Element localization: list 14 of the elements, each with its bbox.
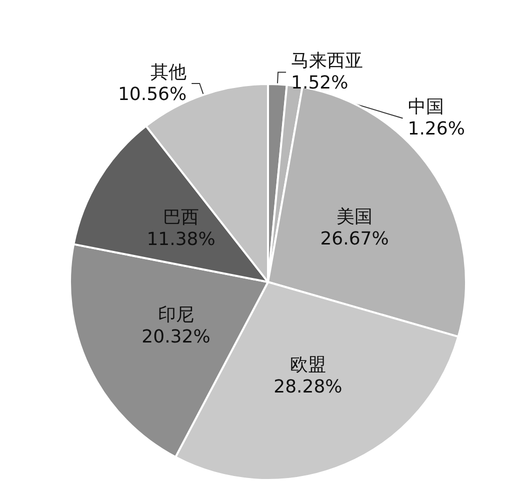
slice-label: 印尼 (158, 304, 194, 326)
slice-label: 马来西亚 (291, 50, 364, 72)
slice-label: 巴西 (163, 207, 200, 228)
slice-label: 欧盟 (290, 354, 326, 376)
slice-label: 美国 (336, 206, 373, 228)
data-label: 11.38% (146, 229, 216, 250)
data-label: 1.26% (408, 118, 465, 140)
data-label: 1.52% (291, 72, 348, 94)
slice-label: 中国 (408, 96, 444, 118)
data-label: 26.67% (320, 228, 389, 250)
data-label: 20.32% (142, 326, 210, 348)
slice-label: 其他 (150, 62, 187, 83)
data-label: 28.28% (274, 376, 342, 398)
data-label: 10.56% (118, 84, 187, 105)
